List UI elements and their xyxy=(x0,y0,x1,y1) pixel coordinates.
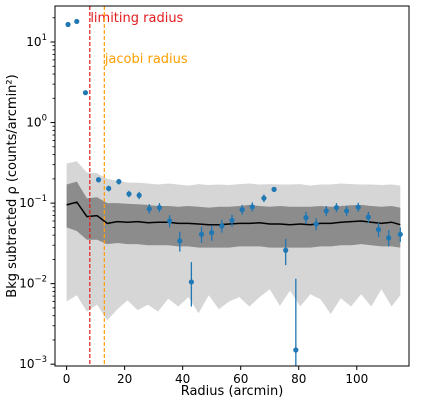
y-tick-label: 101 xyxy=(26,33,47,49)
data-point xyxy=(333,204,340,211)
data-point xyxy=(375,226,382,233)
reference-line-label-0: limiting radius xyxy=(90,11,183,26)
data-point xyxy=(386,235,392,241)
data-point xyxy=(355,204,361,210)
x-tick-label: 0 xyxy=(63,372,71,386)
data-point xyxy=(95,177,102,183)
x-axis-label: Radius (arcmin) xyxy=(181,384,284,399)
data-point xyxy=(239,207,245,213)
data-point xyxy=(177,238,183,244)
data-point xyxy=(293,347,299,353)
x-tick-label: 60 xyxy=(233,372,248,386)
y-tick-label: 10−3 xyxy=(19,355,47,371)
data-point xyxy=(198,231,205,237)
data-point xyxy=(116,178,122,185)
y-axis-ticks: 10−3 10−2 10−1 100 101 xyxy=(19,17,55,371)
plot-frame xyxy=(54,5,410,367)
y-tick-label: 10−2 xyxy=(19,275,47,291)
data-point xyxy=(146,206,152,212)
data-point xyxy=(313,221,319,227)
data-point xyxy=(271,186,277,192)
data-point xyxy=(74,18,80,25)
x-tick-label: 100 xyxy=(345,372,368,386)
x-tick-label: 80 xyxy=(291,372,306,386)
reference-line-label-1: jacobi radius xyxy=(104,52,188,67)
data-point xyxy=(283,247,289,253)
data-point xyxy=(365,214,371,220)
median-line xyxy=(66,201,401,226)
data-point xyxy=(156,204,163,211)
median-line-layer xyxy=(66,201,401,226)
data-point xyxy=(82,90,89,96)
data-point xyxy=(136,192,142,198)
data-point xyxy=(397,231,403,237)
data-point xyxy=(261,195,267,201)
data-point xyxy=(323,208,329,214)
x-tick-label: 40 xyxy=(175,372,190,386)
inner-band-layer xyxy=(66,181,401,248)
data-point xyxy=(106,185,112,192)
data-point xyxy=(65,21,71,28)
x-tick-label: 20 xyxy=(117,372,132,386)
data-point xyxy=(188,279,194,285)
data-point xyxy=(303,215,309,221)
x-axis-ticks: 0 20 40 60 80 100 xyxy=(63,366,368,386)
y-tick-label: 10−1 xyxy=(19,194,47,210)
y-axis-label: Bkg subtracted ρ (counts/arcmin²) xyxy=(5,74,20,297)
reference-lines-layer: limiting radius jacobi radius xyxy=(89,6,188,366)
y-tick-label: 100 xyxy=(26,114,47,130)
data-point xyxy=(209,230,215,236)
data-point xyxy=(126,191,132,197)
data-point xyxy=(219,223,225,229)
data-point xyxy=(167,218,173,224)
inner-confidence-band xyxy=(66,181,401,248)
data-point xyxy=(344,208,350,214)
data-points-layer xyxy=(65,18,403,366)
data-point xyxy=(249,204,255,210)
data-point xyxy=(229,217,235,224)
